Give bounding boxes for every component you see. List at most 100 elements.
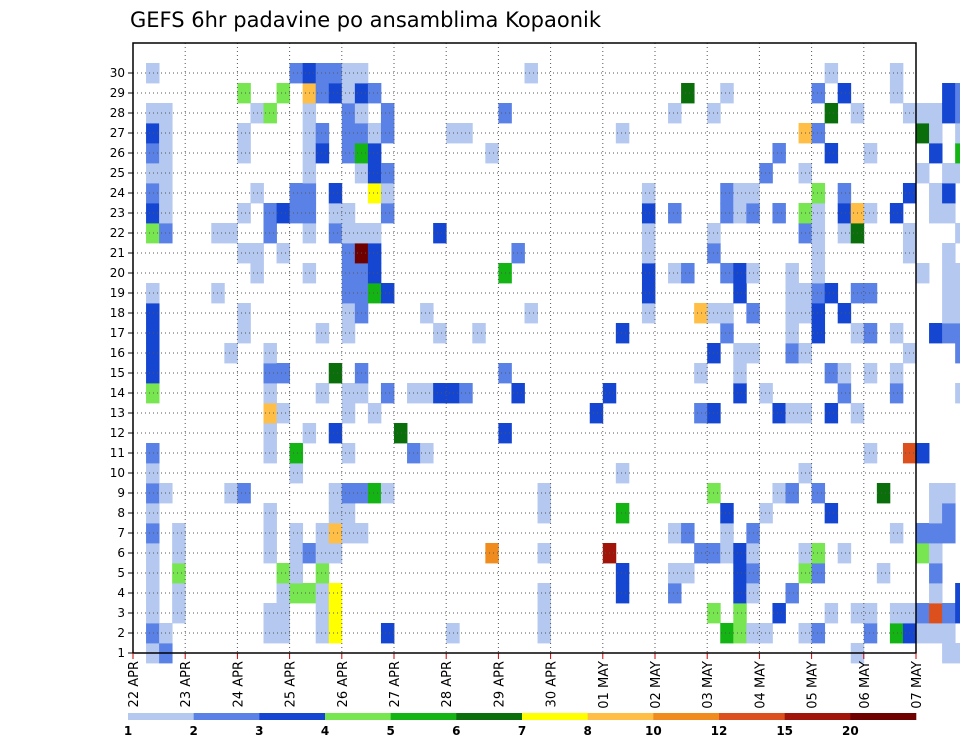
precip-cell [146, 363, 160, 384]
y-tick-label: 8 [117, 506, 125, 520]
y-tick-label: 4 [117, 586, 125, 600]
precip-cell [837, 203, 852, 224]
precip-cell [955, 603, 960, 624]
precip-cell [433, 383, 447, 404]
x-tick-label: 28 APR [440, 661, 455, 707]
precip-cell [263, 103, 277, 124]
precip-cell [942, 643, 956, 664]
precip-cell [367, 83, 382, 104]
precip-cell [211, 223, 225, 244]
y-tick-label: 14 [110, 386, 125, 400]
precip-cell [772, 603, 786, 624]
precip-cell [785, 403, 799, 424]
precip-cell [328, 543, 343, 564]
precip-cell [615, 563, 630, 584]
precip-cell [955, 223, 960, 244]
plot-frame [132, 42, 917, 654]
x-tick-label: 22 APR [127, 661, 142, 707]
color-legend: 1 2 3 4 5 6 7 8 10 12 15 20 [124, 713, 917, 738]
precip-cell [942, 323, 956, 344]
precip-cell [955, 283, 960, 304]
precip-cell [224, 483, 238, 504]
precip-cell [889, 363, 904, 384]
precip-cell [328, 363, 343, 384]
x-tick-label: 04 MAY [753, 661, 768, 709]
y-tick-label: 3 [117, 606, 125, 620]
precip-cell [889, 63, 904, 84]
precip-cell [942, 503, 956, 524]
precip-cell [824, 143, 839, 164]
precip-cell [328, 63, 343, 84]
precip-cell [733, 283, 747, 304]
precip-cell [315, 623, 330, 644]
x-tick-label: 23 APR [179, 661, 194, 707]
precip-cell [824, 103, 839, 124]
precip-cell [146, 223, 160, 244]
precip-cell [276, 363, 290, 384]
x-tick-label: 05 MAY [806, 661, 821, 709]
precip-cell [863, 623, 878, 644]
precip-cell [811, 203, 826, 224]
y-tick-label: 26 [110, 146, 125, 160]
precip-cell [224, 343, 238, 364]
precip-cell [328, 83, 343, 104]
precip-cell [237, 123, 251, 144]
precip-cell [641, 303, 656, 324]
x-tick-label: 30 APR [545, 661, 560, 707]
precip-cell [824, 363, 839, 384]
precip-cell [315, 543, 330, 564]
x-tick-label: 01 MAY [597, 661, 612, 709]
precip-cell [380, 123, 395, 144]
precip-cell [380, 623, 395, 644]
precip-cell [341, 323, 356, 344]
precip-cell [733, 383, 747, 404]
precip-cell [341, 223, 356, 244]
precip-cell [289, 543, 304, 564]
x-tick-label: 26 APR [336, 661, 351, 707]
precip-cell [837, 223, 852, 244]
precip-cell [472, 323, 486, 344]
precip-cell [772, 143, 786, 164]
y-tick-label: 25 [110, 166, 125, 180]
precip-cell [837, 363, 852, 384]
precip-cell [146, 303, 160, 324]
precip-cell [889, 83, 904, 104]
y-tick-label: 27 [110, 126, 125, 140]
precip-cell [511, 383, 525, 404]
legend-swatch [653, 713, 720, 720]
precip-cell [759, 503, 773, 524]
precip-cell [276, 243, 290, 264]
precip-cell [942, 243, 956, 264]
precip-cell [341, 103, 356, 124]
precip-cell [811, 303, 826, 324]
precip-cell [367, 123, 382, 144]
precip-cell [811, 123, 826, 144]
precip-cell [733, 583, 747, 604]
precip-cell [289, 523, 304, 544]
precip-cell [916, 523, 930, 544]
precip-cell [863, 323, 878, 344]
precip-cell [889, 323, 904, 344]
precip-cell [341, 263, 356, 284]
precip-cell [341, 143, 356, 164]
precip-cell [341, 523, 356, 544]
precip-cell [641, 263, 656, 284]
precip-cell [615, 463, 630, 484]
precip-cell [720, 263, 734, 284]
precip-cell [811, 243, 826, 264]
precip-cell [720, 323, 734, 344]
precip-cell [263, 343, 277, 364]
precip-cell [641, 223, 656, 244]
precip-cell [785, 283, 799, 304]
precip-cell [341, 123, 356, 144]
x-tick-label: 25 APR [284, 661, 299, 707]
y-tick-label: 29 [110, 86, 125, 100]
precip-cell [315, 143, 330, 164]
precip-cell [694, 363, 708, 384]
precip-cell [929, 323, 943, 344]
precip-cell [341, 83, 356, 104]
y-tick-label: 9 [117, 486, 125, 500]
precip-cell [263, 603, 277, 624]
legend-swatch [193, 713, 260, 720]
